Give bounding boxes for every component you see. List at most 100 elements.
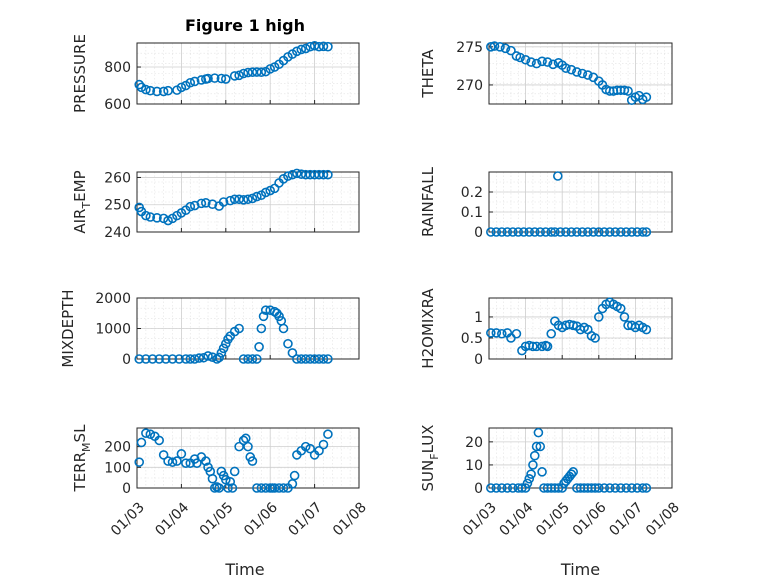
y-tick-label: 250	[104, 198, 131, 214]
data-point	[583, 227, 593, 237]
data-point	[577, 68, 588, 79]
data-point	[604, 483, 615, 493]
data-point	[529, 227, 540, 237]
data-point	[300, 43, 311, 54]
data-point	[201, 456, 211, 466]
y-tick-label: 100	[104, 460, 131, 476]
data-point	[247, 354, 258, 364]
data-point	[223, 483, 233, 493]
data-point	[247, 193, 258, 204]
y-tick-label: 240	[104, 225, 131, 241]
data-point	[243, 441, 253, 452]
x-axis-label: Time	[224, 560, 264, 579]
data-point	[568, 467, 578, 477]
data-point	[641, 227, 652, 237]
data-point	[531, 341, 542, 352]
data-point	[610, 227, 621, 237]
data-point	[189, 76, 200, 87]
data-point	[590, 333, 600, 343]
data-point	[599, 483, 610, 493]
data-point	[568, 320, 578, 331]
data-point	[507, 227, 518, 237]
data-point	[287, 169, 298, 180]
data-point	[507, 483, 518, 493]
data-point	[194, 353, 204, 363]
data-point	[163, 85, 173, 96]
data-point	[141, 84, 151, 95]
data-point	[196, 75, 207, 85]
data-point	[637, 227, 648, 237]
data-point	[252, 354, 262, 364]
data-point	[489, 41, 500, 51]
data-point	[566, 227, 577, 237]
data-point	[181, 354, 191, 364]
data-point	[515, 52, 525, 63]
data-point	[615, 483, 626, 493]
x-tick-label: 01/05	[197, 500, 237, 540]
data-point	[526, 57, 536, 67]
data-point	[296, 44, 307, 55]
data-point	[289, 470, 300, 481]
y-tick-label: 275	[456, 40, 483, 56]
data-point	[218, 197, 229, 207]
y-tick-label: 0.2	[461, 185, 483, 201]
data-point	[318, 41, 329, 52]
data-point	[314, 445, 324, 456]
data-point	[207, 473, 218, 484]
y-axis-label: THETA	[419, 49, 437, 99]
data-point	[486, 328, 496, 338]
data-point	[196, 198, 207, 209]
data-point	[234, 70, 244, 81]
x-tick-label: 01/05	[533, 500, 573, 540]
data-point	[524, 473, 535, 484]
data-point	[274, 483, 284, 493]
subplot-h2omixra: 0 0.5 1 H2OMIXRA	[419, 288, 673, 369]
data-point	[526, 469, 536, 479]
data-point	[314, 41, 324, 52]
data-point	[134, 79, 145, 90]
data-point	[292, 168, 302, 179]
data-point	[522, 478, 533, 489]
data-point	[252, 67, 262, 77]
data-point	[305, 443, 315, 454]
data-point	[221, 338, 231, 349]
y-tick-label: 1000	[95, 322, 131, 338]
data-point	[528, 341, 538, 352]
y-axis-label: RAINFALL	[419, 166, 437, 237]
data-point	[145, 429, 156, 440]
data-point	[256, 483, 267, 493]
data-point	[176, 82, 187, 93]
figure-title: Figure 1 high	[185, 16, 305, 35]
x-tick-label: 01/04	[152, 499, 192, 539]
data-point	[229, 466, 240, 477]
data-point	[314, 169, 324, 180]
data-point	[610, 483, 621, 493]
data-point	[309, 40, 320, 51]
subplot-air-temp: 240 250 260 AIRTEMP	[71, 168, 360, 241]
data-point	[243, 354, 253, 364]
data-point	[542, 341, 553, 352]
data-point	[145, 85, 156, 96]
data-point	[621, 227, 632, 237]
y-tick-label: 0.5	[461, 331, 483, 347]
data-point	[221, 474, 231, 485]
data-point	[161, 354, 171, 364]
data-point	[292, 354, 302, 364]
data-point	[520, 483, 531, 493]
data-point	[152, 213, 162, 223]
data-point	[619, 312, 630, 322]
data-point	[537, 467, 547, 477]
y-tick-label: 10	[465, 458, 483, 474]
data-point	[604, 227, 615, 237]
data-point	[201, 198, 211, 208]
y-tick-label: 0	[474, 352, 483, 368]
data-point	[535, 227, 546, 237]
data-point	[185, 354, 196, 364]
data-point	[553, 483, 564, 493]
data-point	[546, 227, 557, 237]
data-point	[176, 449, 187, 459]
y-tick-label: 0	[122, 352, 131, 368]
data-point	[323, 354, 333, 364]
data-point	[323, 41, 333, 52]
y-axis-label: PRESSURE	[71, 34, 89, 113]
